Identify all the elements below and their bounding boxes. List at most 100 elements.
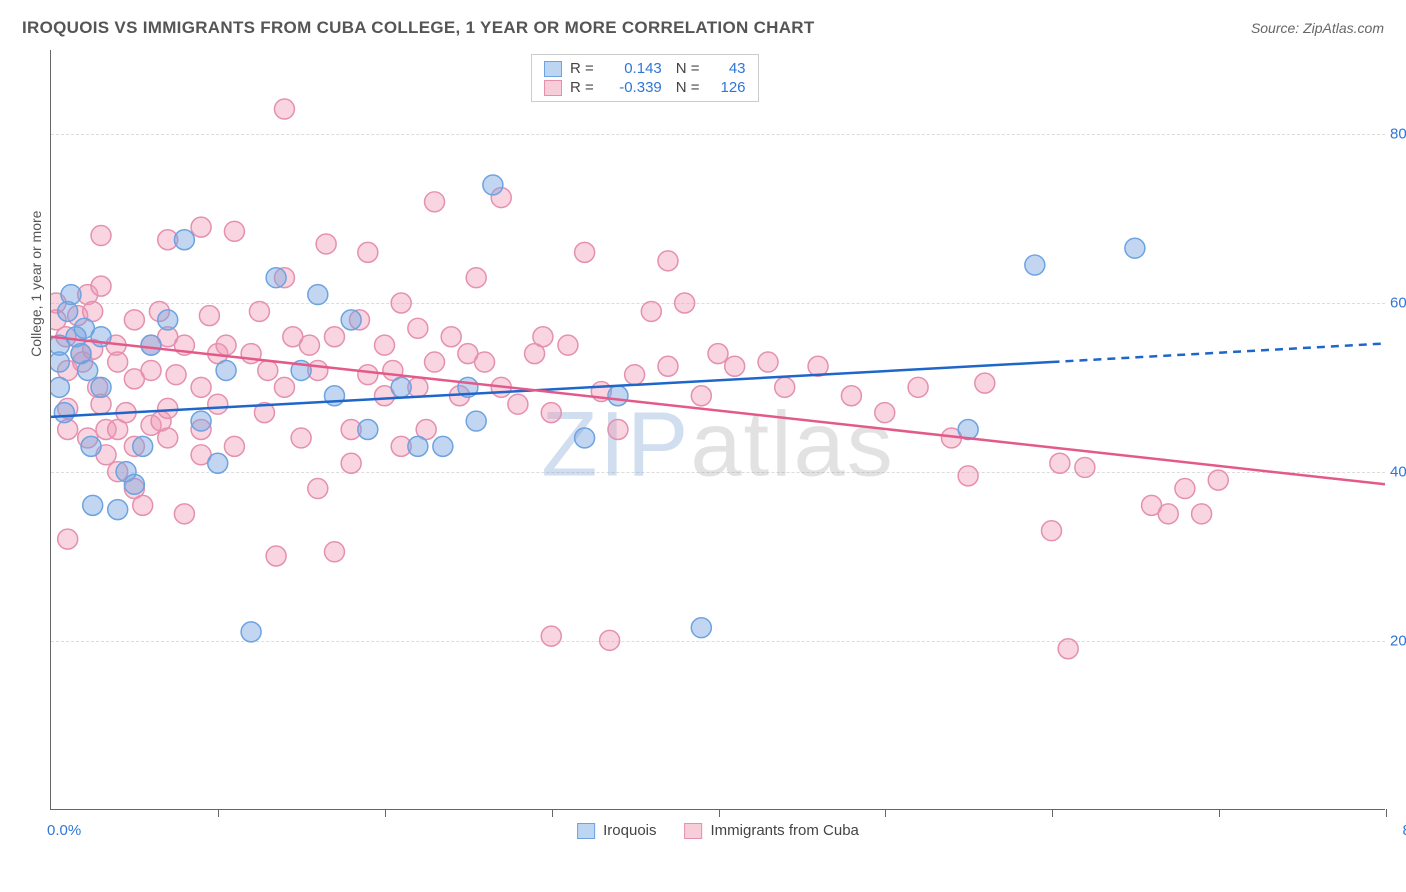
data-point (775, 377, 795, 397)
data-point (608, 386, 628, 406)
x-tick (1052, 809, 1053, 817)
data-point (274, 377, 294, 397)
x-tick (218, 809, 219, 817)
data-point (241, 622, 261, 642)
data-point (308, 479, 328, 499)
data-point (78, 360, 98, 380)
data-point (191, 377, 211, 397)
data-point (1158, 504, 1178, 524)
x-tick (385, 809, 386, 817)
data-point (308, 285, 328, 305)
data-point (158, 310, 178, 330)
data-point (108, 500, 128, 520)
data-point (266, 268, 286, 288)
data-point (600, 630, 620, 650)
chart-title: IROQUOIS VS IMMIGRANTS FROM CUBA COLLEGE… (22, 18, 815, 38)
data-point (341, 310, 361, 330)
data-point (675, 293, 695, 313)
n-value-iroquois: 43 (708, 60, 746, 77)
data-point (641, 301, 661, 321)
data-point (158, 428, 178, 448)
chart-source: Source: ZipAtlas.com (1251, 20, 1384, 36)
data-point (875, 403, 895, 423)
data-point (54, 403, 74, 423)
data-point (408, 436, 428, 456)
data-point (575, 242, 595, 262)
data-point (274, 99, 294, 119)
data-point (299, 335, 319, 355)
data-point (725, 356, 745, 376)
legend-item-cuba: Immigrants from Cuba (685, 822, 859, 839)
data-point (1025, 255, 1045, 275)
data-point (61, 285, 81, 305)
data-point (208, 453, 228, 473)
data-point (658, 251, 678, 271)
data-point (81, 436, 101, 456)
data-point (91, 276, 111, 296)
data-point (1125, 238, 1145, 258)
data-point (466, 268, 486, 288)
data-point (425, 352, 445, 372)
data-point (124, 310, 144, 330)
data-point (508, 394, 528, 414)
data-point (91, 226, 111, 246)
data-point (691, 386, 711, 406)
data-point (51, 377, 69, 397)
data-point (533, 327, 553, 347)
r-value-iroquois: 0.143 (602, 60, 662, 77)
x-tick (552, 809, 553, 817)
x-tick (1386, 809, 1387, 817)
data-point (124, 474, 144, 494)
data-point (216, 360, 236, 380)
legend-item-iroquois: Iroquois (577, 822, 656, 839)
r-label: R = (570, 79, 594, 96)
data-point (658, 356, 678, 376)
data-point (1192, 504, 1212, 524)
legend-row-iroquois: R = 0.143 N = 43 (544, 59, 746, 78)
data-point (441, 327, 461, 347)
data-point (608, 420, 628, 440)
data-point (224, 221, 244, 241)
data-point (958, 466, 978, 486)
trend-line-extrapolated (1052, 343, 1386, 362)
chart-header: IROQUOIS VS IMMIGRANTS FROM CUBA COLLEGE… (0, 0, 1406, 46)
data-point (375, 335, 395, 355)
data-point (249, 301, 269, 321)
x-axis-min-label: 0.0% (47, 822, 81, 839)
data-point (425, 192, 445, 212)
data-point (475, 352, 495, 372)
n-label: N = (676, 60, 700, 77)
y-tick-label: 40.0% (1390, 464, 1406, 481)
data-point (1042, 521, 1062, 541)
data-point (208, 394, 228, 414)
data-point (908, 377, 928, 397)
data-point (166, 365, 186, 385)
x-tick (719, 809, 720, 817)
data-point (358, 365, 378, 385)
data-point (141, 360, 161, 380)
data-point (133, 436, 153, 456)
scatter-svg (51, 50, 1385, 809)
swatch-iroquois (544, 61, 562, 77)
legend-label-iroquois: Iroquois (603, 822, 656, 839)
data-point (341, 453, 361, 473)
data-point (691, 618, 711, 638)
correlation-legend: R = 0.143 N = 43 R = -0.339 N = 126 (531, 54, 759, 102)
data-point (558, 335, 578, 355)
r-label: R = (570, 60, 594, 77)
y-tick-label: 80.0% (1390, 126, 1406, 143)
data-point (324, 327, 344, 347)
data-point (51, 352, 69, 372)
data-point (174, 504, 194, 524)
plot-area: ZIPatlas R = 0.143 N = 43 R = -0.339 N =… (50, 50, 1385, 810)
data-point (575, 428, 595, 448)
x-tick (885, 809, 886, 817)
data-point (1208, 470, 1228, 490)
data-point (708, 344, 728, 364)
data-point (1175, 479, 1195, 499)
data-point (91, 377, 111, 397)
data-point (266, 546, 286, 566)
data-point (408, 318, 428, 338)
data-point (291, 428, 311, 448)
data-point (316, 234, 336, 254)
